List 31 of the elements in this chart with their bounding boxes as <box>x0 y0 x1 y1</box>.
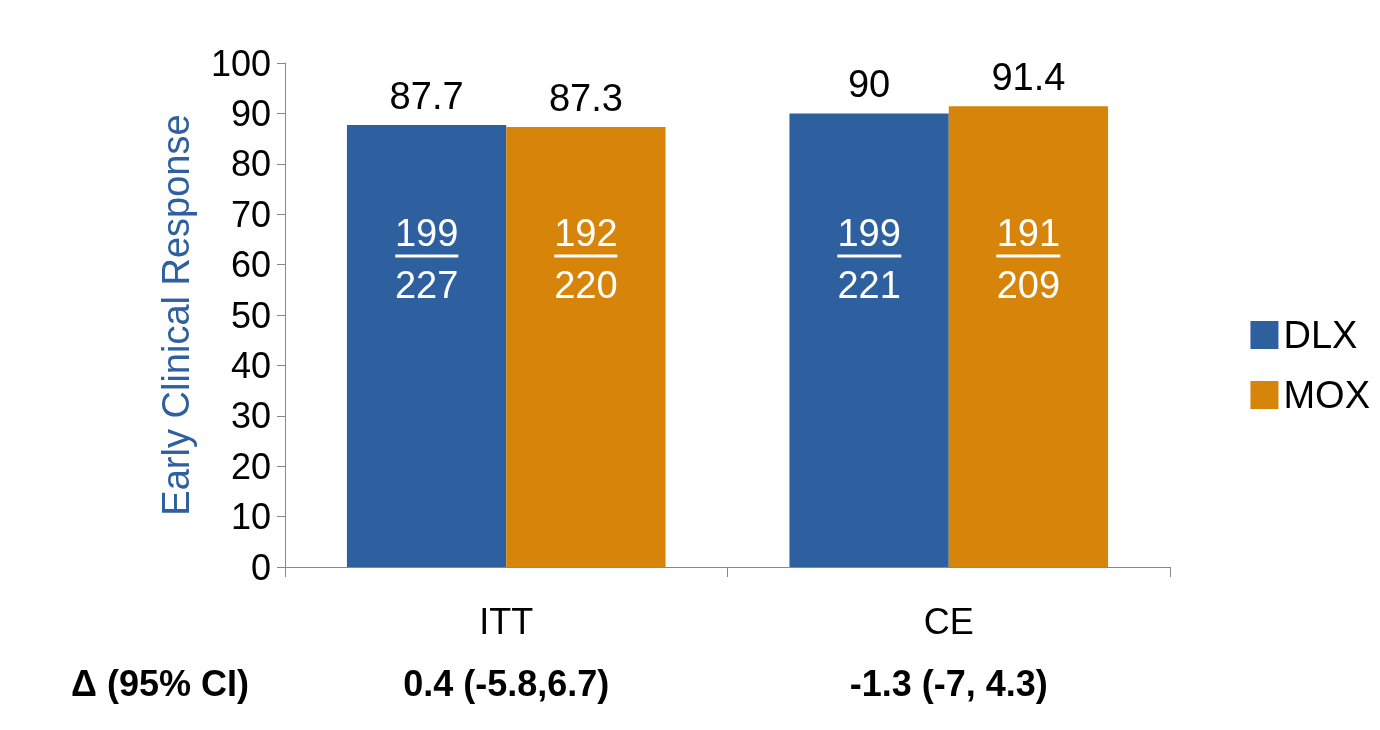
y-tick-label: 0 <box>250 546 271 588</box>
y-tick-label: 50 <box>230 294 271 336</box>
data-label: 91.4 <box>991 56 1066 99</box>
y-tick-label: 40 <box>230 344 271 386</box>
annotation: 220 <box>554 263 618 306</box>
y-tick-label: 80 <box>230 143 271 185</box>
annotation: 199 <box>394 210 459 258</box>
annotation: 221 <box>837 263 901 306</box>
annotation: 199 <box>837 210 901 258</box>
x-tick-label: ITT <box>479 600 534 642</box>
y-tick-label: 10 <box>230 496 271 538</box>
text: 0.4 (-5.8,6.7) <box>403 663 610 705</box>
y-tick-label: 100 <box>210 42 271 84</box>
data-label: 87.3 <box>548 77 623 120</box>
y-tick-label: 60 <box>230 244 271 286</box>
data-label: 90 <box>847 63 891 106</box>
legend-label: MOX <box>1283 374 1370 416</box>
legend-label: DLX <box>1283 314 1358 356</box>
annotation: 209 <box>996 263 1061 306</box>
y-tick-label: 30 <box>230 395 271 437</box>
y-tick-label: 20 <box>230 445 271 487</box>
x-tick-label: CE <box>923 600 974 642</box>
y-tick-label: 70 <box>230 193 271 235</box>
data-label: 87.7 <box>389 74 464 117</box>
annotation: 227 <box>394 263 459 306</box>
y-axis-title: Early Clinical Response <box>155 114 197 516</box>
text: Δ (95% CI) <box>71 663 249 705</box>
y-tick-label: 90 <box>230 92 271 134</box>
text: -1.3 (-7, 4.3) <box>849 663 1048 705</box>
annotation: 191 <box>996 210 1061 258</box>
annotation: 192 <box>554 210 618 258</box>
